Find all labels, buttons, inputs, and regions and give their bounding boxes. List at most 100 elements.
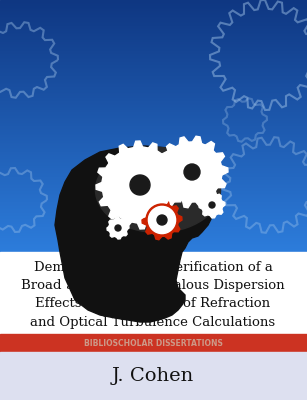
- Bar: [0, 199, 307, 200]
- Bar: [0, 145, 307, 146]
- Bar: [0, 135, 307, 136]
- Bar: [0, 130, 307, 131]
- Bar: [0, 140, 307, 141]
- Bar: [0, 104, 307, 105]
- Bar: [0, 209, 307, 210]
- Bar: [0, 101, 307, 102]
- Bar: [0, 241, 307, 242]
- Circle shape: [204, 196, 220, 214]
- Bar: [0, 250, 307, 251]
- Bar: [0, 232, 307, 233]
- Text: and Optical Turbulence Calculations: and Optical Turbulence Calculations: [30, 316, 276, 329]
- Bar: [0, 47, 307, 48]
- Bar: [0, 63, 307, 64]
- Bar: [0, 227, 307, 228]
- Bar: [0, 73, 307, 74]
- Bar: [0, 78, 307, 79]
- Bar: [0, 184, 307, 185]
- Bar: [0, 149, 307, 150]
- Bar: [0, 237, 307, 238]
- Bar: [0, 106, 307, 107]
- Bar: [0, 189, 307, 190]
- Bar: [0, 22, 307, 23]
- Bar: [0, 36, 307, 37]
- Bar: [0, 242, 307, 243]
- Bar: [0, 112, 307, 113]
- Bar: [0, 59, 307, 60]
- Circle shape: [202, 195, 222, 215]
- Bar: [0, 120, 307, 121]
- Circle shape: [157, 215, 167, 225]
- Bar: [0, 211, 307, 212]
- Bar: [0, 97, 307, 98]
- Bar: [0, 173, 307, 174]
- Bar: [0, 222, 307, 223]
- Bar: [0, 37, 307, 38]
- Text: BIBLIOSCHOLAR DISSERTATIONS: BIBLIOSCHOLAR DISSERTATIONS: [84, 338, 223, 348]
- Bar: [0, 118, 307, 119]
- Bar: [0, 167, 307, 168]
- Bar: [0, 0, 307, 1]
- Bar: [0, 142, 307, 143]
- Bar: [0, 66, 307, 67]
- Bar: [0, 156, 307, 157]
- Polygon shape: [199, 192, 225, 218]
- Bar: [0, 187, 307, 188]
- Bar: [0, 42, 307, 43]
- Bar: [0, 100, 307, 101]
- Bar: [0, 46, 307, 47]
- Bar: [0, 125, 307, 126]
- Bar: [0, 234, 307, 235]
- Bar: [0, 5, 307, 6]
- Bar: [0, 218, 307, 219]
- Bar: [0, 67, 307, 68]
- Bar: [0, 57, 307, 58]
- Bar: [0, 76, 307, 77]
- Bar: [0, 4, 307, 5]
- Bar: [0, 238, 307, 239]
- Bar: [0, 80, 307, 81]
- Bar: [0, 181, 307, 182]
- Bar: [0, 30, 307, 31]
- Bar: [0, 133, 307, 134]
- Bar: [0, 65, 307, 66]
- Bar: [0, 79, 307, 80]
- Bar: [0, 12, 307, 13]
- Bar: [0, 23, 307, 24]
- Bar: [0, 102, 307, 103]
- Bar: [0, 6, 307, 7]
- Bar: [0, 52, 307, 53]
- Bar: [0, 230, 307, 231]
- Bar: [0, 139, 307, 140]
- Bar: [0, 20, 307, 21]
- Bar: [0, 178, 307, 179]
- Bar: [0, 85, 307, 86]
- Bar: [0, 16, 307, 17]
- Polygon shape: [96, 141, 184, 229]
- Bar: [0, 35, 307, 36]
- Bar: [0, 221, 307, 222]
- Bar: [0, 198, 307, 199]
- Bar: [0, 77, 307, 78]
- Bar: [0, 183, 307, 184]
- Bar: [0, 98, 307, 99]
- Bar: [0, 194, 307, 195]
- Bar: [0, 154, 307, 155]
- Bar: [0, 32, 307, 33]
- Bar: [0, 225, 307, 226]
- Bar: [0, 89, 307, 90]
- Circle shape: [148, 206, 176, 234]
- Bar: [0, 18, 307, 19]
- Bar: [0, 103, 307, 104]
- Bar: [0, 15, 307, 16]
- Bar: [0, 180, 307, 181]
- Bar: [0, 197, 307, 198]
- Bar: [0, 119, 307, 120]
- Bar: [0, 14, 307, 15]
- Bar: [0, 186, 307, 187]
- Bar: [0, 196, 307, 197]
- Bar: [0, 217, 307, 218]
- Bar: [0, 224, 307, 225]
- Bar: [0, 28, 307, 29]
- Text: Demonstration and Verification of a: Demonstration and Verification of a: [33, 261, 272, 274]
